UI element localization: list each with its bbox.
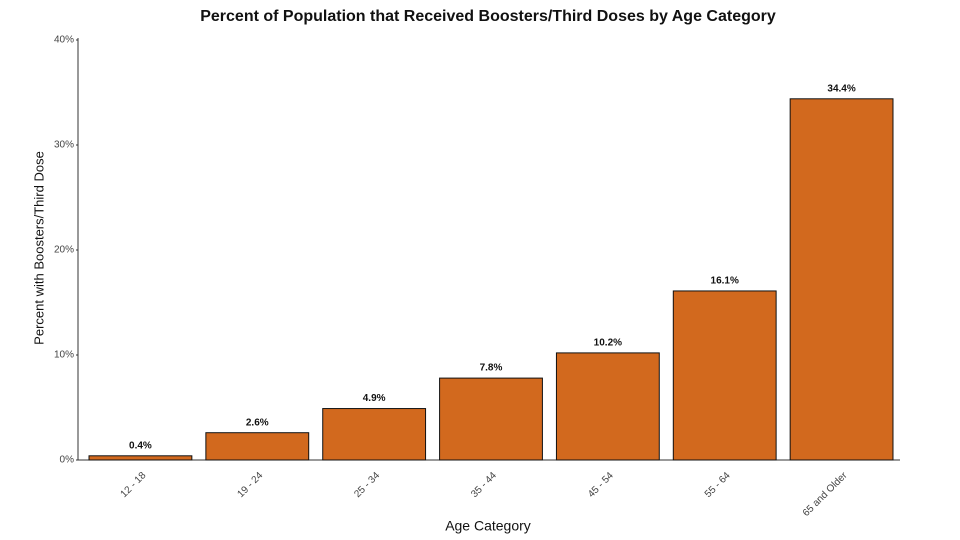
x-tick-label: 25 - 34 <box>352 470 382 500</box>
bar <box>205 432 310 461</box>
value-label: 0.4% <box>129 440 152 451</box>
value-label: 2.6% <box>246 417 269 428</box>
y-tick-label: 0% <box>60 455 75 466</box>
y-tick-label: 20% <box>54 245 74 256</box>
value-label: 34.4% <box>827 83 855 94</box>
chart-title: Percent of Population that Received Boos… <box>200 8 776 25</box>
y-axis-label: Percent with Boosters/Third Dose <box>31 151 46 345</box>
x-tick-label: 55 - 64 <box>703 470 733 500</box>
y-tick-label: 40% <box>54 35 74 46</box>
x-tick-label: 35 - 44 <box>469 470 499 500</box>
bar <box>322 408 427 461</box>
x-tick-label: 45 - 54 <box>586 470 616 500</box>
value-label: 4.9% <box>363 393 386 404</box>
value-label: 7.8% <box>480 363 503 374</box>
y-tick-label: 30% <box>54 140 74 151</box>
y-tick-label: 10% <box>54 350 74 361</box>
x-tick-label: 19 - 24 <box>235 470 265 500</box>
value-label: 10.2% <box>594 338 622 349</box>
value-label: 16.1% <box>711 276 739 287</box>
bar <box>672 290 777 461</box>
x-axis-label: Age Category <box>445 518 531 534</box>
bar <box>88 455 193 461</box>
bar <box>789 98 894 461</box>
x-tick-label: 12 - 18 <box>119 470 149 500</box>
x-tick-label: 65 and Older <box>801 470 850 519</box>
bar <box>555 352 660 461</box>
bar <box>439 377 543 461</box>
